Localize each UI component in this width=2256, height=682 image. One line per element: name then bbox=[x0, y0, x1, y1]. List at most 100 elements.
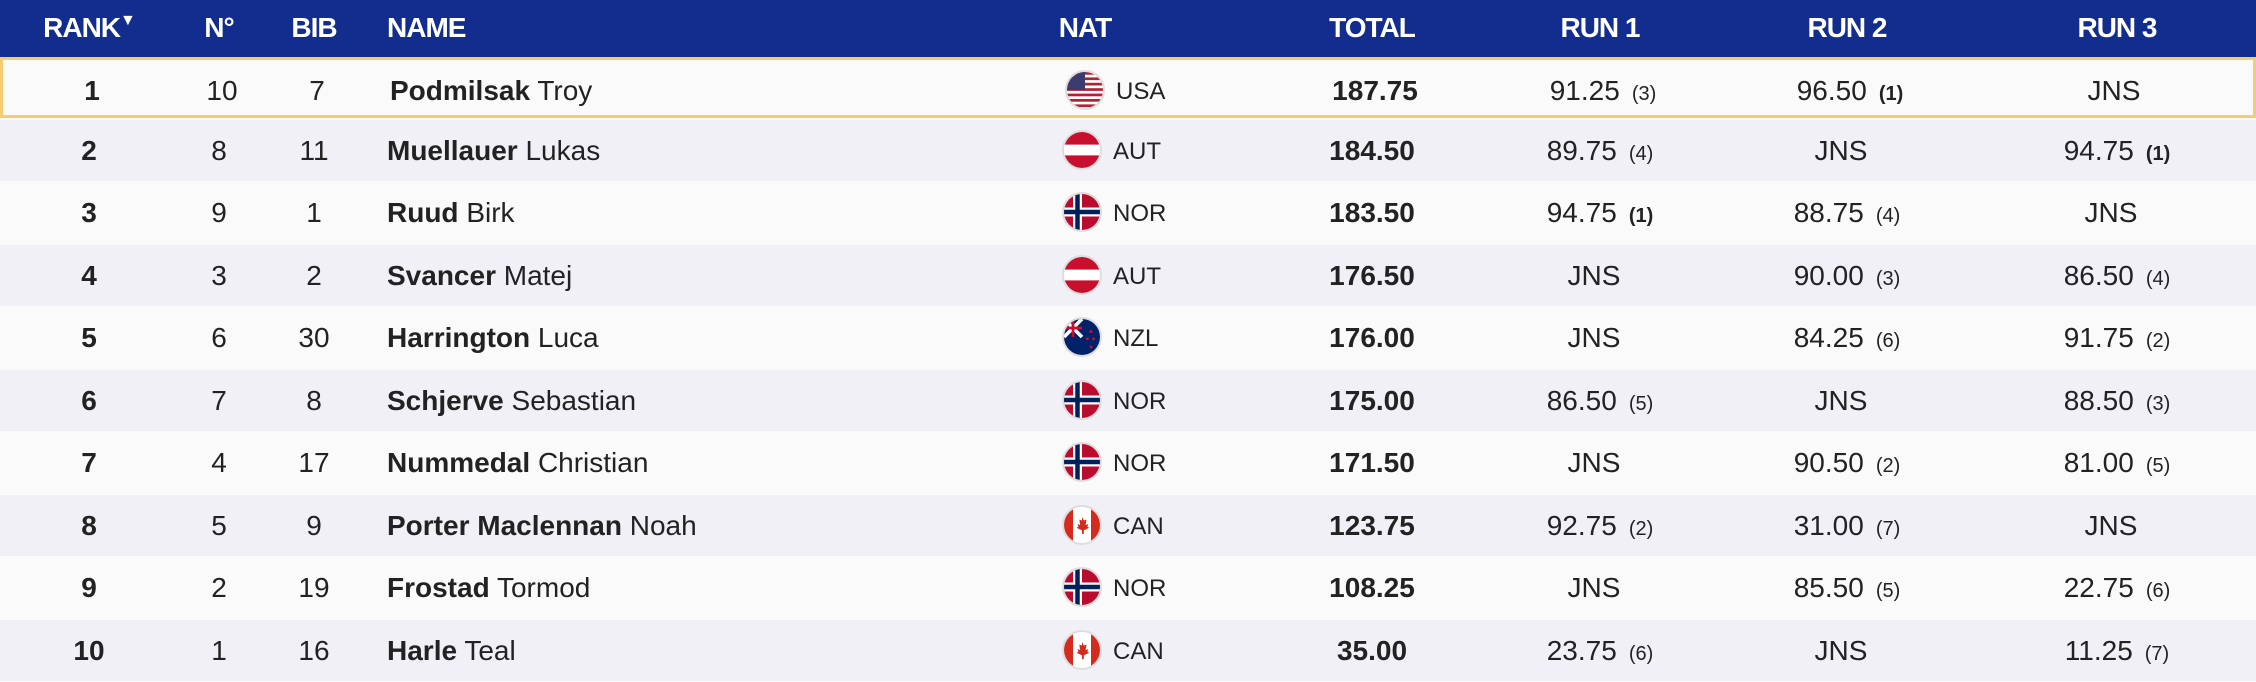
start-number: 3 bbox=[211, 259, 227, 291]
athlete-name[interactable]: Harrington Luca bbox=[387, 322, 599, 354]
run1-score: JNS bbox=[1567, 322, 1621, 353]
athlete-name[interactable]: Schjerve Sebastian bbox=[387, 385, 636, 417]
run2-score: 90.00 (3) bbox=[1793, 259, 1901, 291]
table-row[interactable]: 1 10 7 Podmilsak Troy USA 187.75 91.25 (3… bbox=[0, 57, 2256, 118]
results-table-header: RANK▼ N° BIB NAME NAT TOTAL RUN 1 RUN 2 … bbox=[0, 0, 2256, 57]
athlete-name[interactable]: Podmilsak Troy bbox=[390, 75, 592, 107]
bib: 2 bbox=[306, 259, 322, 291]
table-row[interactable]: 3 9 1 Ruud Birk NOR 183.50 94.75 (1) 88.75… bbox=[0, 182, 2256, 243]
sort-desc-icon: ▼ bbox=[120, 12, 136, 29]
start-number: 6 bbox=[211, 322, 227, 353]
run1-score: 92.75 (2) bbox=[1546, 509, 1654, 541]
usa-flag-icon bbox=[1065, 70, 1105, 110]
athlete-name[interactable]: Frostad Tormod bbox=[387, 572, 590, 604]
first-name: Troy bbox=[537, 75, 593, 106]
new-zealand-flag-icon bbox=[1062, 317, 1102, 357]
run1-rank: (6) bbox=[1628, 642, 1654, 665]
nation-code: CAN bbox=[1113, 512, 1164, 540]
athlete-name[interactable]: Porter Maclennan Noah bbox=[387, 510, 697, 542]
total-score: 108.25 bbox=[1329, 572, 1415, 603]
total-score: 176.50 bbox=[1329, 259, 1415, 291]
run3-rank: (7) bbox=[2144, 642, 2170, 665]
run1-column-header[interactable]: RUN 1 bbox=[1560, 12, 1640, 43]
rank: 1 bbox=[84, 75, 100, 106]
run3-score: JNS bbox=[2087, 75, 2141, 106]
run3-column-header[interactable]: RUN 3 bbox=[2077, 12, 2157, 43]
run1-score: JNS bbox=[1567, 259, 1621, 291]
run3-score: 22.75 (6) bbox=[2063, 572, 2171, 603]
run3-rank: (4) bbox=[2145, 267, 2171, 290]
run2-score: 88.75 (4) bbox=[1793, 197, 1901, 228]
run1-score: 86.50 (5) bbox=[1546, 384, 1654, 416]
run3-score: 88.50 (3) bbox=[2063, 384, 2171, 416]
run3-rank: (5) bbox=[2145, 455, 2171, 477]
table-row[interactable]: 6 7 8 Schjerve Sebastian NOR 175.00 86.5… bbox=[0, 369, 2256, 431]
no-column-header[interactable]: N° bbox=[204, 12, 234, 43]
total-score: 171.50 bbox=[1329, 447, 1415, 478]
last-name: Harrington bbox=[387, 322, 531, 353]
bib: 8 bbox=[306, 384, 322, 416]
run1-score: JNS bbox=[1567, 447, 1621, 478]
rank: 2 bbox=[81, 134, 97, 166]
run1-score: 89.75 (4) bbox=[1546, 134, 1654, 166]
table-row[interactable]: 2 8 11 Muellauer Lukas AUT 184.50 89.75(… bbox=[0, 119, 2256, 181]
table-row[interactable]: 7 4 17 Nummedal Christian NOR 171.50 JNS… bbox=[0, 432, 2256, 493]
total-score: 183.50 bbox=[1329, 197, 1415, 228]
run1-rank: (1) bbox=[1628, 205, 1654, 227]
bib: 17 bbox=[298, 447, 330, 478]
table-row[interactable]: 4 3 2 Svancer Matej AUT 176.50 JNS 90.00(… bbox=[0, 244, 2256, 306]
run2-rank: (6) bbox=[1875, 330, 1901, 352]
total-column-header[interactable]: TOTAL bbox=[1329, 12, 1416, 43]
start-number: 8 bbox=[211, 134, 227, 166]
run1-rank: (4) bbox=[1628, 142, 1654, 165]
rank: 10 bbox=[73, 634, 105, 666]
run1-score: 23.75 (6) bbox=[1546, 634, 1654, 666]
run1-rank: (3) bbox=[1631, 83, 1657, 105]
last-name: Ruud bbox=[387, 197, 459, 228]
run3-score: 91.75 (2) bbox=[2063, 322, 2171, 353]
total-score: 175.00 bbox=[1329, 384, 1415, 416]
norway-flag-icon bbox=[1062, 442, 1102, 482]
athlete-name[interactable]: Ruud Birk bbox=[387, 197, 515, 229]
table-row[interactable]: 8 5 9 Porter Maclennan Noah CAN 123.75 9… bbox=[0, 494, 2256, 556]
first-name: Sebastian bbox=[511, 384, 637, 416]
run2-rank: (3) bbox=[1875, 267, 1901, 290]
athlete-name[interactable]: Nummedal Christian bbox=[387, 447, 648, 479]
name-column-header[interactable]: NAME bbox=[387, 12, 466, 43]
run2-score: 96.50 (1) bbox=[1796, 75, 1904, 106]
nation-code: NOR bbox=[1113, 387, 1167, 415]
table-row[interactable]: 10 1 16 Harle Teal CAN 35.00 23.75 (6) JNS… bbox=[0, 619, 2256, 681]
table-row[interactable]: 5 6 30 Harrington Luca NZL 176.00 JNS 84.… bbox=[0, 307, 2256, 368]
nation-code: AUT bbox=[1113, 137, 1161, 165]
norway-flag-icon bbox=[1062, 567, 1102, 607]
norway-flag-icon bbox=[1062, 192, 1102, 232]
nat-column-header[interactable]: NAT bbox=[1058, 12, 1112, 43]
run3-score: JNS bbox=[2084, 197, 2138, 228]
bib: 19 bbox=[298, 572, 330, 603]
run2-column-header[interactable]: RUN 2 bbox=[1807, 12, 1887, 43]
run2-score: JNS bbox=[1814, 634, 1868, 666]
run2-score: 31.00 (7) bbox=[1793, 509, 1901, 541]
bib-column-header[interactable]: BIB bbox=[291, 12, 337, 43]
run1-score: 94.75 (1) bbox=[1546, 197, 1654, 228]
first-name: Lukas bbox=[525, 134, 601, 166]
run3-rank: (3) bbox=[2145, 392, 2171, 415]
first-name: Matej bbox=[503, 259, 573, 291]
run2-rank: (2) bbox=[1875, 455, 1901, 477]
athlete-name[interactable]: Svancer Matej bbox=[387, 260, 572, 292]
run3-score: 94.75 (1) bbox=[2063, 134, 2171, 166]
table-row[interactable]: 9 2 19 Frostad Tormod NOR 108.25 JNS 85.5… bbox=[0, 557, 2256, 618]
last-name: Harle bbox=[387, 634, 458, 666]
rank-column-header[interactable]: RANK▼ bbox=[43, 12, 136, 43]
canada-flag-icon bbox=[1062, 504, 1102, 545]
first-name: Birk bbox=[466, 197, 515, 228]
athlete-name[interactable]: Muellauer Lukas bbox=[387, 135, 600, 167]
last-name: Podmilsak bbox=[390, 75, 531, 106]
first-name: Teal bbox=[464, 634, 516, 666]
nation-code: CAN bbox=[1113, 637, 1164, 665]
run2-score: JNS bbox=[1814, 384, 1868, 416]
athlete-name[interactable]: Harle Teal bbox=[387, 635, 516, 667]
start-number: 5 bbox=[211, 509, 227, 541]
bib: 11 bbox=[299, 134, 329, 166]
start-number: 4 bbox=[211, 447, 227, 478]
